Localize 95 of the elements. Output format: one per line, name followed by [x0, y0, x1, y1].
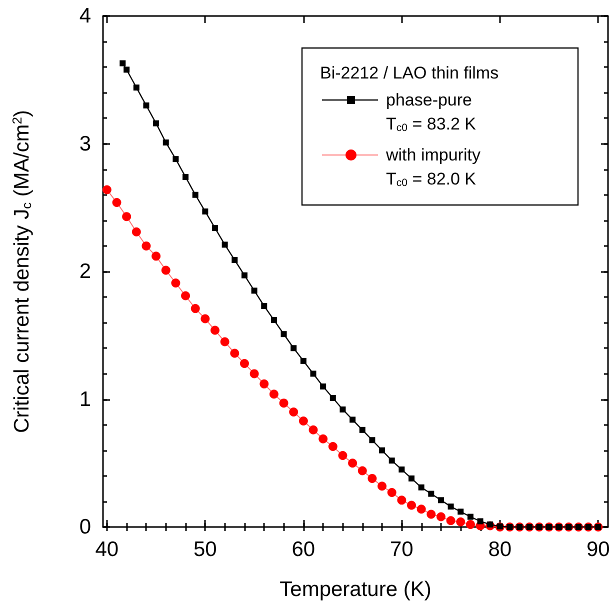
point [416, 504, 426, 514]
y-tick-label: 4 [79, 4, 92, 28]
point [261, 302, 268, 309]
point [133, 84, 140, 91]
point [220, 337, 230, 346]
annotation: Tc0 = 83.2 K [386, 114, 477, 134]
point [190, 304, 200, 314]
legend-title: Bi-2212 / LAO thin films [320, 64, 499, 82]
point [408, 475, 414, 482]
point [328, 442, 338, 452]
point [448, 504, 454, 510]
point [112, 198, 122, 208]
point [369, 437, 376, 444]
point [428, 490, 434, 497]
point [210, 326, 220, 335]
point [438, 497, 444, 504]
point [172, 156, 179, 162]
point [398, 466, 405, 473]
point [358, 466, 367, 476]
point [289, 408, 298, 417]
point [102, 185, 112, 194]
point [368, 474, 377, 483]
y-axis-title: Critical current density Jc (MA/cm2) [10, 110, 34, 433]
point [132, 227, 141, 236]
point [308, 425, 318, 434]
point [250, 369, 259, 378]
point [426, 510, 436, 519]
point [310, 370, 316, 377]
point [320, 383, 326, 390]
point [162, 139, 169, 146]
point [340, 406, 346, 412]
point [418, 484, 424, 490]
x-tick-label: 80 [488, 538, 512, 561]
x-tick-label: 70 [390, 538, 414, 561]
y-tick-label: 2 [79, 260, 91, 283]
x-axis-title: Temperature (K) [280, 578, 432, 601]
point [467, 514, 474, 520]
point [407, 500, 416, 510]
point [279, 398, 288, 408]
point [379, 447, 386, 454]
point [153, 120, 160, 126]
x-tick-label: 90 [586, 538, 610, 561]
point [359, 426, 366, 433]
point [436, 512, 446, 522]
point [397, 496, 406, 505]
point [142, 241, 151, 250]
y-tick-label: 3 [79, 132, 91, 156]
point [124, 66, 130, 73]
x-tick-label: 60 [292, 538, 316, 561]
point [251, 288, 258, 294]
annotation: Tc0 = 82.0 K [386, 170, 477, 189]
point [330, 394, 336, 401]
point [348, 458, 358, 468]
point [230, 348, 240, 358]
point [298, 416, 308, 426]
point [456, 517, 466, 526]
point [458, 508, 464, 515]
point [487, 521, 494, 528]
point [318, 434, 328, 444]
point [477, 518, 484, 524]
point [222, 242, 228, 248]
point [200, 314, 210, 324]
point [300, 358, 306, 364]
point [171, 278, 180, 288]
point [350, 416, 356, 423]
point [161, 266, 170, 275]
point [338, 450, 348, 460]
point [143, 102, 150, 108]
x-tick-label: 40 [95, 538, 119, 561]
point [378, 482, 387, 491]
point [240, 358, 249, 368]
point [212, 225, 218, 232]
point [202, 208, 208, 214]
point [241, 272, 248, 278]
point [152, 252, 161, 261]
y-tick-label: 1 [79, 388, 91, 411]
point [446, 516, 456, 526]
point [290, 345, 297, 352]
point [182, 174, 189, 180]
point [270, 317, 277, 324]
point [120, 60, 126, 66]
legend-label: with impurity [385, 146, 481, 164]
point [280, 331, 287, 338]
y-tick-label: 0 [79, 516, 91, 538]
point [122, 212, 132, 222]
x-tick-label: 50 [194, 538, 217, 561]
point [387, 488, 396, 498]
point [181, 291, 190, 300]
point [269, 390, 278, 399]
point [260, 379, 269, 388]
point [466, 520, 475, 529]
point [192, 192, 198, 198]
point [232, 257, 238, 264]
point [388, 458, 395, 464]
legend-label: phase-pure [386, 90, 472, 110]
